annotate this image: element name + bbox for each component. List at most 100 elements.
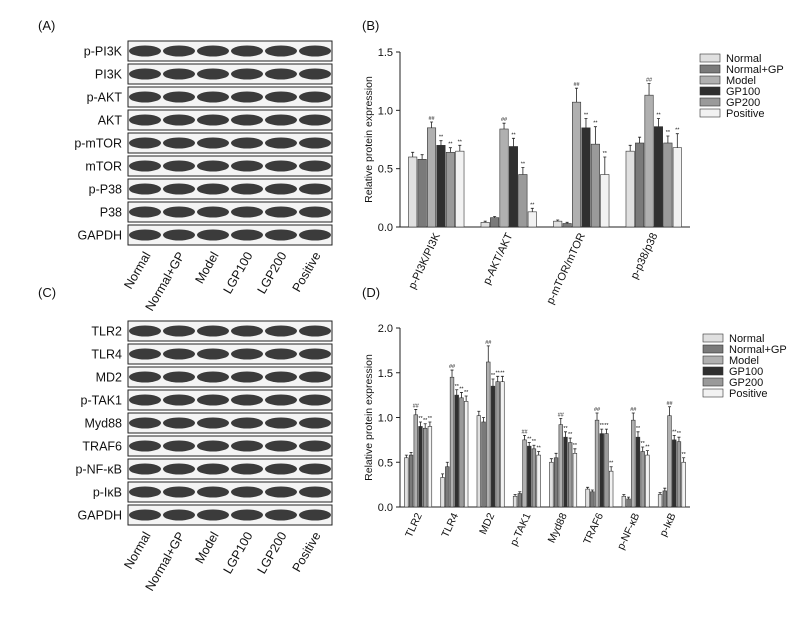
bar bbox=[508, 146, 518, 228]
error-bar bbox=[428, 421, 432, 427]
blot-band bbox=[163, 325, 195, 337]
error-bar bbox=[603, 156, 607, 175]
bar bbox=[522, 439, 527, 508]
significance-label: ** bbox=[532, 439, 537, 445]
blot-band bbox=[129, 417, 161, 429]
blot-band bbox=[231, 91, 263, 103]
significance-label: ** bbox=[603, 151, 608, 157]
bar bbox=[549, 461, 554, 508]
significance-label: ## bbox=[573, 82, 580, 88]
error-bar bbox=[675, 133, 679, 148]
legend-label: GP200 bbox=[729, 377, 763, 389]
blot-band bbox=[265, 229, 297, 241]
blot-band bbox=[129, 394, 161, 406]
error-bar bbox=[493, 216, 497, 218]
protein-label: AKT bbox=[98, 114, 123, 128]
error-bar bbox=[622, 494, 626, 497]
bar bbox=[459, 397, 464, 508]
blot-band bbox=[299, 348, 331, 360]
y-tick-label: 0.5 bbox=[378, 164, 393, 176]
y-tick-label: 2.0 bbox=[378, 323, 393, 335]
blot-band bbox=[299, 206, 331, 218]
error-bar bbox=[458, 144, 462, 152]
error-bar bbox=[647, 83, 651, 96]
x-tick-label: p-NF-κB bbox=[615, 511, 642, 552]
blot-band bbox=[231, 68, 263, 80]
blot-band bbox=[231, 137, 263, 149]
error-bar bbox=[483, 220, 487, 223]
blot-band bbox=[299, 325, 331, 337]
blot-band bbox=[129, 160, 161, 172]
blot-band bbox=[231, 229, 263, 241]
blot-band bbox=[197, 91, 229, 103]
protein-label: MD2 bbox=[96, 371, 122, 385]
bar bbox=[499, 128, 509, 228]
error-bar bbox=[532, 444, 536, 449]
bar bbox=[427, 127, 437, 228]
lane-label: Model bbox=[192, 250, 221, 286]
blot-band bbox=[197, 325, 229, 337]
blot-band bbox=[197, 440, 229, 452]
error-bar bbox=[627, 496, 631, 499]
blot-band bbox=[231, 463, 263, 475]
blot-band bbox=[163, 509, 195, 521]
error-bar bbox=[511, 137, 515, 147]
error-bar bbox=[445, 461, 449, 467]
blot-band bbox=[197, 509, 229, 521]
error-bar bbox=[682, 457, 686, 463]
blot-band bbox=[231, 114, 263, 126]
bar bbox=[481, 421, 486, 508]
bar bbox=[500, 381, 505, 508]
error-bar bbox=[668, 406, 672, 416]
error-bar bbox=[500, 375, 504, 382]
significance-label: ** bbox=[568, 432, 573, 438]
x-tick-label: TRAF6 bbox=[581, 511, 606, 546]
error-bar bbox=[666, 135, 670, 143]
lane-label: LGP200 bbox=[255, 529, 290, 576]
error-bar bbox=[600, 428, 604, 434]
x-tick-label: p-mTOR/mTOR bbox=[544, 231, 588, 306]
error-bar bbox=[595, 412, 599, 421]
bar bbox=[490, 217, 500, 228]
significance-label: ** bbox=[677, 431, 682, 437]
blot-band bbox=[231, 394, 263, 406]
bar bbox=[527, 211, 537, 228]
significance-label: ** bbox=[584, 113, 589, 119]
legend-swatch bbox=[699, 64, 721, 74]
error-bar bbox=[518, 491, 522, 494]
error-bar bbox=[482, 417, 486, 422]
bar bbox=[463, 401, 469, 508]
y-tick-label: 0.0 bbox=[378, 222, 393, 234]
bar bbox=[418, 426, 423, 508]
bar bbox=[445, 466, 450, 508]
protein-label: p-PI3K bbox=[84, 45, 123, 59]
blot-band bbox=[163, 91, 195, 103]
bar bbox=[495, 381, 500, 508]
blot-band bbox=[231, 371, 263, 383]
blot-band bbox=[299, 486, 331, 498]
bar bbox=[621, 495, 626, 508]
y-axis-title: Relative protein expression bbox=[363, 76, 375, 203]
lane-label: Normal bbox=[121, 530, 153, 572]
error-bar bbox=[656, 118, 660, 127]
blot-band bbox=[129, 45, 161, 57]
significance-label: ** bbox=[672, 429, 677, 435]
significance-label: ** bbox=[448, 142, 453, 148]
error-bar bbox=[586, 486, 590, 490]
bar bbox=[672, 147, 682, 228]
blot-band bbox=[299, 68, 331, 80]
y-tick-label: 0.5 bbox=[378, 457, 393, 469]
x-tick-label: p-PI3K/PI3K bbox=[407, 231, 444, 292]
y-tick-label: 1.0 bbox=[378, 105, 393, 117]
legend-swatch bbox=[699, 53, 721, 63]
blot-band bbox=[299, 463, 331, 475]
blot-band bbox=[231, 509, 263, 521]
blot-band bbox=[299, 229, 331, 241]
blot-band bbox=[129, 206, 161, 218]
error-bar bbox=[638, 136, 642, 143]
bar bbox=[480, 222, 490, 228]
significance-label: ## bbox=[485, 340, 492, 346]
significance-label: ** bbox=[537, 446, 542, 452]
blot-band bbox=[129, 91, 161, 103]
x-tick-label: p-AKT/AKT bbox=[481, 231, 516, 287]
